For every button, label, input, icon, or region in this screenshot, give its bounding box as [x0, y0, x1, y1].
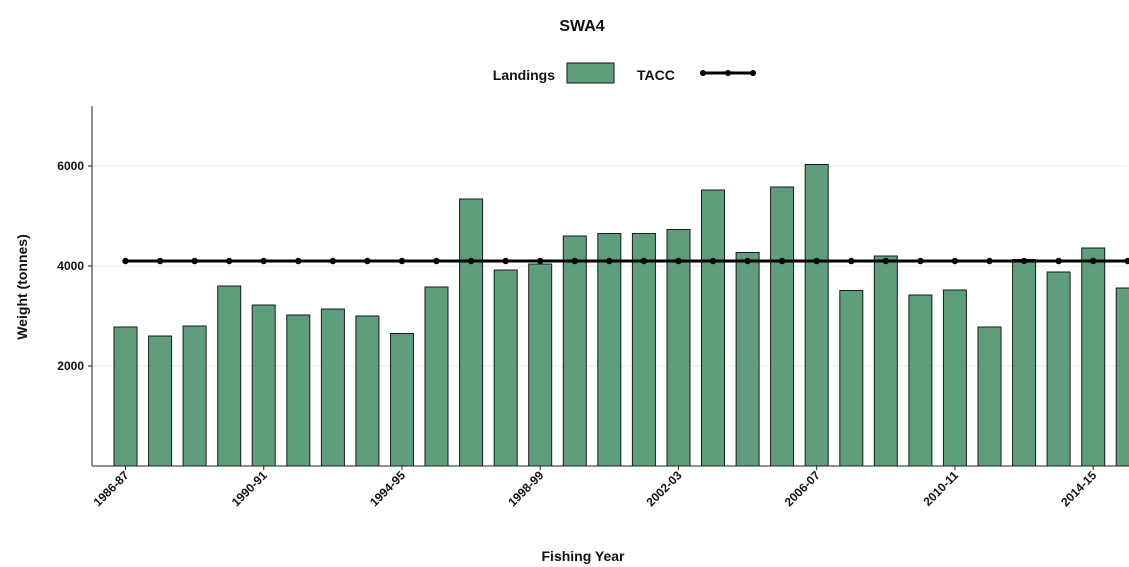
bar-landings-1992-93 [320, 308, 345, 467]
tacc-point-2001-02 [640, 257, 648, 265]
y-axis-ticks: 2000 4000 6000 [57, 159, 92, 373]
bar-landings-2012-13 [1012, 259, 1037, 467]
tacc-point-2000-01 [606, 257, 613, 265]
bar-landings-1996-97 [459, 198, 484, 467]
tacc-point-1996-97 [467, 257, 475, 265]
x-tick-label-1998-99: 1998-99 [505, 468, 546, 509]
tacc-point-1990-91 [260, 257, 267, 265]
tacc-point-2012-13 [1020, 257, 1028, 265]
tacc-point-2002-03 [675, 257, 682, 265]
x-tick-label-2002-03: 2002-03 [644, 468, 685, 509]
bar-landings-2004-05 [735, 252, 760, 467]
bar-landings-1999-00 [562, 235, 587, 467]
tacc-point-1992-93 [329, 257, 337, 265]
tacc-point-2004-05 [744, 257, 751, 265]
tacc-point-2013-14 [1055, 257, 1062, 265]
tacc-point-2009-10 [917, 257, 924, 265]
tacc-point-2015-16 [1124, 257, 1129, 265]
tacc-point-2008-09 [882, 257, 889, 265]
bar-landings-1987-88 [148, 335, 173, 467]
legend-label-landings: Landings [493, 67, 555, 83]
legend-swatch-tacc [700, 70, 756, 76]
x-axis-ticks: 1986-87 1990-91 1994-95 1998-99 2002-03 2006-… [91, 466, 1100, 509]
legend-label-tacc: TACC [637, 67, 675, 83]
bar-landings-1991-92 [286, 314, 311, 467]
bar-landings-2003-04 [701, 189, 725, 467]
bar-landings-1997-98 [493, 269, 518, 467]
x-tick-label-1990-91: 1990-91 [229, 468, 270, 509]
tacc-point-1986-87 [122, 257, 129, 265]
tacc-point-2006-07 [813, 257, 820, 265]
bar-landings-1988-89 [182, 325, 207, 467]
tacc-point-1993-94 [364, 257, 371, 265]
tacc-point-2011-12 [986, 257, 993, 265]
legend: Landings TACC [493, 62, 756, 84]
chart-title: SWA4 [559, 18, 604, 35]
bar-landings-1994-95 [390, 333, 414, 467]
y-tick-label-2000: 2000 [57, 359, 84, 373]
bar-landings-2002-03 [666, 229, 691, 467]
bar-landings-2006-07 [804, 164, 829, 467]
tacc-point-2007-08 [848, 257, 855, 265]
tacc-point-1988-89 [191, 257, 198, 265]
x-tick-label-2006-07: 2006-07 [782, 468, 823, 509]
x-tick-label-1986-87: 1986-87 [91, 468, 132, 509]
x-tick-label-2014-15: 2014-15 [1058, 468, 1099, 509]
bar-landings-1986-87 [113, 326, 138, 467]
x-axis-title: Fishing Year [542, 548, 626, 564]
y-tick-label-6000: 6000 [57, 159, 84, 173]
bar-landings-1989-90 [217, 285, 242, 467]
bar-landings-2011-12 [977, 326, 1002, 467]
tacc-point-1995-96 [433, 257, 440, 265]
tacc-point-1999-00 [571, 257, 578, 265]
bar-landings-2015-16 [1115, 287, 1129, 467]
bar-landings-2013-14 [1046, 271, 1071, 467]
tacc-point-1997-98 [502, 257, 509, 265]
bar-landings-2000-01 [597, 233, 622, 467]
tacc-point-1987-88 [156, 257, 164, 265]
bars-landings [113, 164, 1129, 467]
tacc-point-1998-99 [537, 257, 544, 265]
legend-swatch-landings [566, 62, 615, 84]
y-axis-title: Weight (tonnes) [14, 234, 30, 340]
x-tick-label-2010-11: 2010-11 [920, 468, 961, 509]
x-tick-label-1994-95: 1994-95 [367, 468, 408, 509]
tacc-point-2010-11 [951, 257, 959, 265]
bar-landings-2007-08 [839, 290, 864, 467]
tacc-point-1991-92 [295, 257, 302, 265]
line-tacc [122, 257, 1129, 265]
bar-landings-2009-10 [908, 294, 933, 467]
bar-landings-2008-09 [873, 255, 898, 467]
bar-landings-1990-91 [251, 304, 276, 467]
tacc-point-1994-95 [398, 257, 406, 265]
tacc-point-2005-06 [778, 257, 786, 265]
y-tick-label-4000: 4000 [57, 259, 84, 273]
tacc-point-2014-15 [1090, 257, 1097, 265]
bar-landings-2005-06 [770, 186, 795, 467]
bar-landings-1993-94 [355, 315, 380, 467]
bar-landings-2001-02 [631, 233, 656, 467]
tacc-point-2003-04 [709, 257, 717, 265]
bar-landings-1998-99 [528, 263, 553, 467]
tacc-point-1989-90 [226, 257, 233, 265]
bar-landings-2010-11 [942, 289, 967, 467]
bar-landings-1995-96 [424, 286, 449, 467]
bar-landings-2014-15 [1081, 247, 1106, 467]
